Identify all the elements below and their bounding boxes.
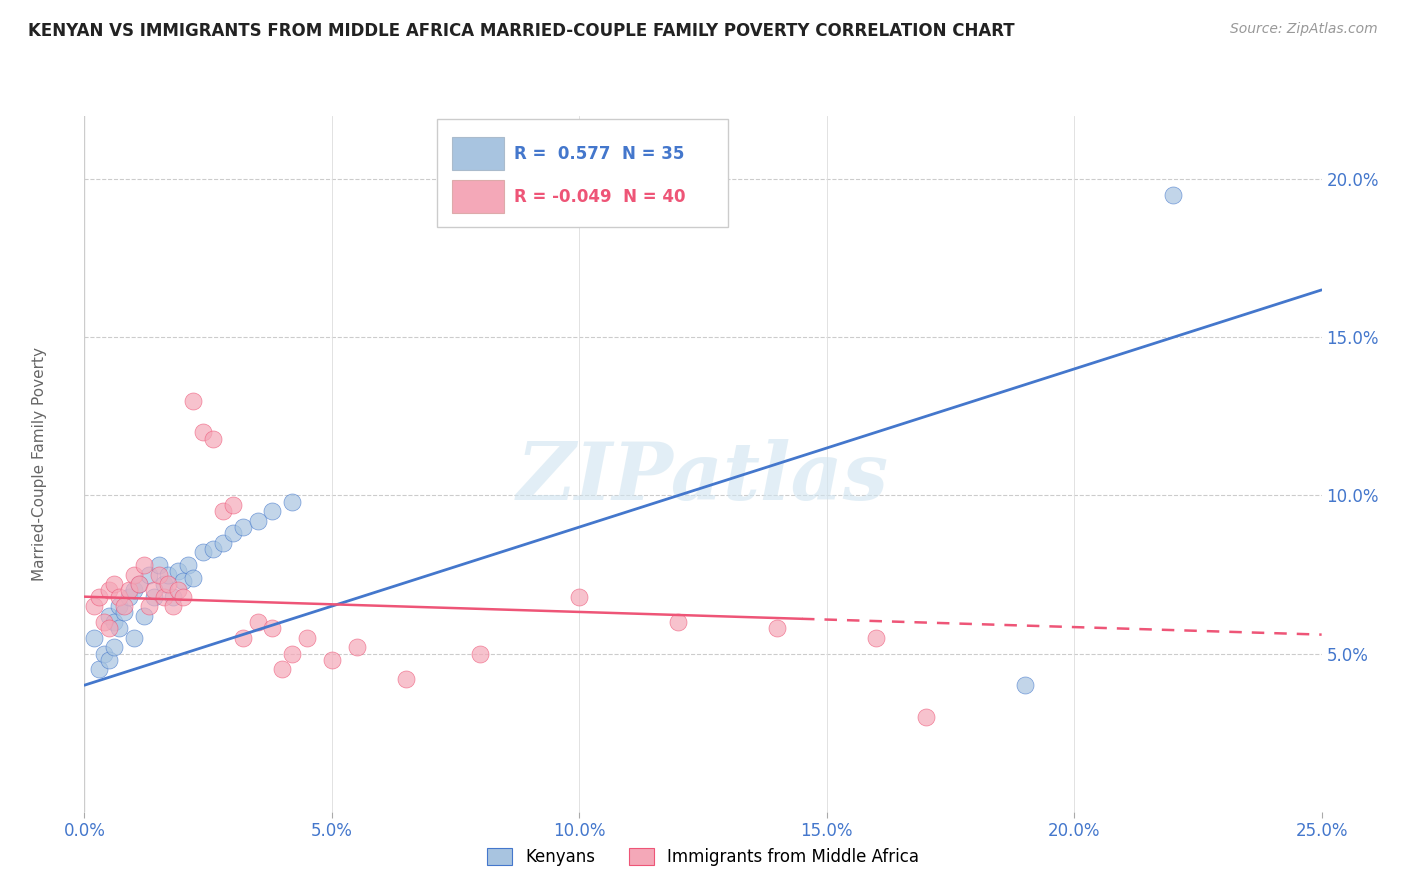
Text: Source: ZipAtlas.com: Source: ZipAtlas.com — [1230, 22, 1378, 37]
Point — [212, 536, 235, 550]
Point — [232, 631, 254, 645]
Point — [122, 631, 145, 645]
Point — [191, 425, 214, 440]
Point — [89, 590, 111, 604]
Point — [167, 565, 190, 579]
Point — [246, 615, 269, 629]
Text: ZIPatlas: ZIPatlas — [517, 439, 889, 516]
Point — [281, 495, 304, 509]
Point — [93, 647, 115, 661]
Point — [89, 662, 111, 676]
Point — [232, 520, 254, 534]
Point — [152, 577, 174, 591]
Point — [93, 615, 115, 629]
Point — [395, 672, 418, 686]
Y-axis label: Married-Couple Family Poverty: Married-Couple Family Poverty — [32, 347, 48, 581]
Text: R = -0.049  N = 40: R = -0.049 N = 40 — [513, 187, 685, 206]
Point — [181, 393, 204, 408]
Bar — [437, 120, 728, 227]
Point — [222, 498, 245, 512]
Point — [118, 590, 141, 604]
Point — [83, 599, 105, 614]
Point — [118, 583, 141, 598]
Point — [162, 590, 184, 604]
Point — [112, 606, 135, 620]
Point — [103, 640, 125, 655]
Point — [138, 599, 160, 614]
Point — [112, 599, 135, 614]
Point — [1014, 678, 1036, 692]
Point — [152, 590, 174, 604]
Point — [202, 542, 225, 557]
Point — [162, 599, 184, 614]
Point — [246, 514, 269, 528]
Point — [281, 647, 304, 661]
Point — [177, 558, 200, 572]
Point — [222, 526, 245, 541]
Bar — [451, 136, 503, 170]
Point — [103, 615, 125, 629]
Point — [128, 577, 150, 591]
Point — [108, 590, 131, 604]
Point — [98, 608, 121, 623]
Point — [202, 432, 225, 446]
Point — [212, 504, 235, 518]
Legend: Kenyans, Immigrants from Middle Africa: Kenyans, Immigrants from Middle Africa — [481, 841, 925, 873]
Point — [295, 631, 318, 645]
Point — [568, 590, 591, 604]
Point — [167, 583, 190, 598]
Point — [262, 621, 284, 635]
Point — [262, 504, 284, 518]
Point — [138, 567, 160, 582]
Point — [142, 583, 165, 598]
Point — [98, 621, 121, 635]
Point — [271, 662, 294, 676]
Text: KENYAN VS IMMIGRANTS FROM MIDDLE AFRICA MARRIED-COUPLE FAMILY POVERTY CORRELATIO: KENYAN VS IMMIGRANTS FROM MIDDLE AFRICA … — [28, 22, 1015, 40]
Point — [470, 647, 492, 661]
Point — [122, 583, 145, 598]
Point — [914, 710, 936, 724]
Point — [172, 574, 194, 588]
Point — [122, 567, 145, 582]
Point — [132, 558, 155, 572]
Point — [108, 599, 131, 614]
Bar — [451, 180, 503, 213]
Point — [98, 653, 121, 667]
Point — [346, 640, 368, 655]
Point — [766, 621, 789, 635]
Point — [666, 615, 689, 629]
Point — [172, 590, 194, 604]
Point — [157, 567, 180, 582]
Point — [108, 621, 131, 635]
Point — [191, 545, 214, 559]
Point — [103, 577, 125, 591]
Point — [181, 571, 204, 585]
Point — [128, 577, 150, 591]
Point — [98, 583, 121, 598]
Point — [148, 558, 170, 572]
Point — [83, 631, 105, 645]
Text: R =  0.577  N = 35: R = 0.577 N = 35 — [513, 145, 685, 162]
Point — [142, 590, 165, 604]
Point — [865, 631, 887, 645]
Point — [321, 653, 343, 667]
Point — [1161, 188, 1184, 202]
Point — [132, 608, 155, 623]
Point — [157, 577, 180, 591]
Point — [148, 567, 170, 582]
